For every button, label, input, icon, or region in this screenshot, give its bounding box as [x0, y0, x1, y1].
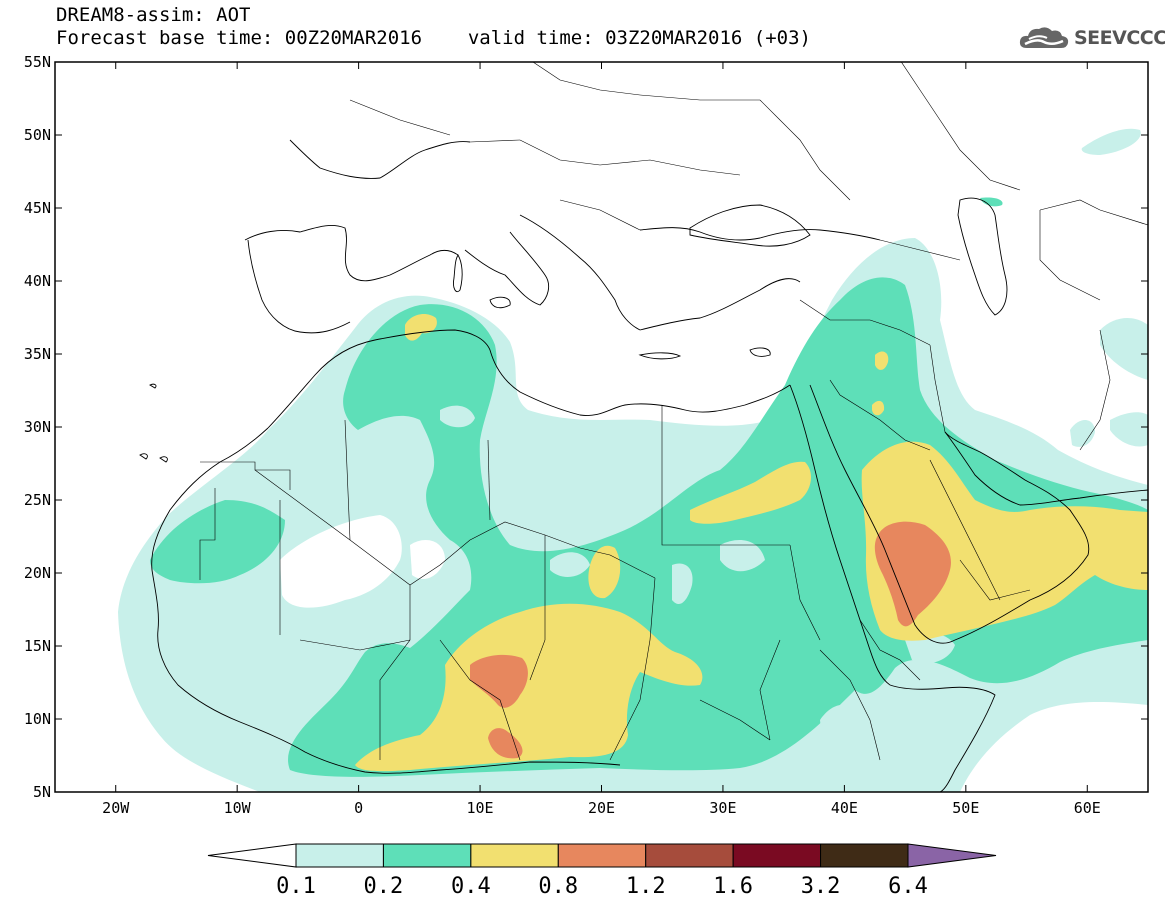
lon-tick-label: 30E — [709, 799, 736, 817]
lat-tick-label: 40N — [24, 272, 51, 290]
lon-tick-label: 10W — [224, 799, 252, 817]
colorbar-bin — [732, 843, 822, 868]
colorbar-bin — [295, 843, 384, 868]
lat-tick-label: 15N — [24, 637, 51, 655]
lat-tick-label: 30N — [24, 418, 51, 436]
aot-level-0.1-inner — [440, 405, 955, 741]
colorbar-bin — [382, 843, 472, 868]
coastlines — [139, 139, 1148, 792]
lat-tick-label: 25N — [24, 491, 51, 509]
lat-tick-label: 20N — [24, 564, 51, 582]
lat-tick-label: 10N — [24, 710, 51, 728]
lat-tick-label: 55N — [24, 53, 51, 71]
colorbar: 0.1 0.2 0.4 0.8 1.2 1.6 3.2 6.4 — [207, 843, 997, 899]
valid-time: valid time: 03Z20MAR2016 (+03) — [467, 27, 811, 49]
seevccc-logo: SEEVCCC — [1017, 24, 1165, 52]
lon-tick-label: 0 — [354, 799, 363, 817]
colorbar-label: 1.2 — [626, 874, 666, 899]
lon-tick-label: 60E — [1074, 799, 1101, 817]
colorbar-label: 3.2 — [801, 874, 841, 899]
cloud-icon — [1019, 27, 1069, 48]
lon-tick-label: 20E — [588, 799, 615, 817]
logo-text: SEEVCCC — [1074, 27, 1165, 49]
colorbar-bin — [470, 843, 559, 868]
map-title: DREAM8-assim: AOT Forecast base time: 00… — [56, 4, 811, 50]
forecast-base-time: Forecast base time: 00Z20MAR2016 — [56, 27, 423, 49]
colorbar-label: 0.2 — [364, 874, 404, 899]
colorbar-label: 0.8 — [538, 874, 578, 899]
colorbar-bin — [557, 843, 647, 868]
lat-tick-label: 5N — [33, 783, 51, 801]
lon-tick-label: 50E — [952, 799, 979, 817]
colorbar-below-arrow — [207, 843, 297, 868]
aot-field — [55, 62, 1148, 792]
aot-level-0.8 — [470, 521, 951, 759]
country-borders — [199, 62, 1148, 761]
colorbar-label: 1.6 — [713, 874, 753, 899]
colorbar-label: 0.4 — [451, 874, 491, 899]
lat-tick-label: 45N — [24, 199, 51, 217]
colorbar-bin — [820, 843, 909, 868]
lon-tick-label: 40E — [831, 799, 858, 817]
colorbar-bin — [645, 843, 734, 868]
lat-tick-label: 50N — [24, 126, 51, 144]
colorbar-label: 0.1 — [276, 874, 316, 899]
lon-tick-label: 10E — [467, 799, 494, 817]
lat-tick-label: 35N — [24, 345, 51, 363]
colorbar-above-arrow — [907, 843, 997, 868]
colorbar-label: 6.4 — [888, 874, 928, 899]
axis-ticks: 20W 10W 0 10E 20E 30E 40E 50E 60E 5N 10N 15N 20N 25N 3… — [24, 53, 1148, 817]
lon-tick-label: 20W — [102, 799, 130, 817]
title-product: DREAM8-assim: AOT — [56, 4, 251, 26]
